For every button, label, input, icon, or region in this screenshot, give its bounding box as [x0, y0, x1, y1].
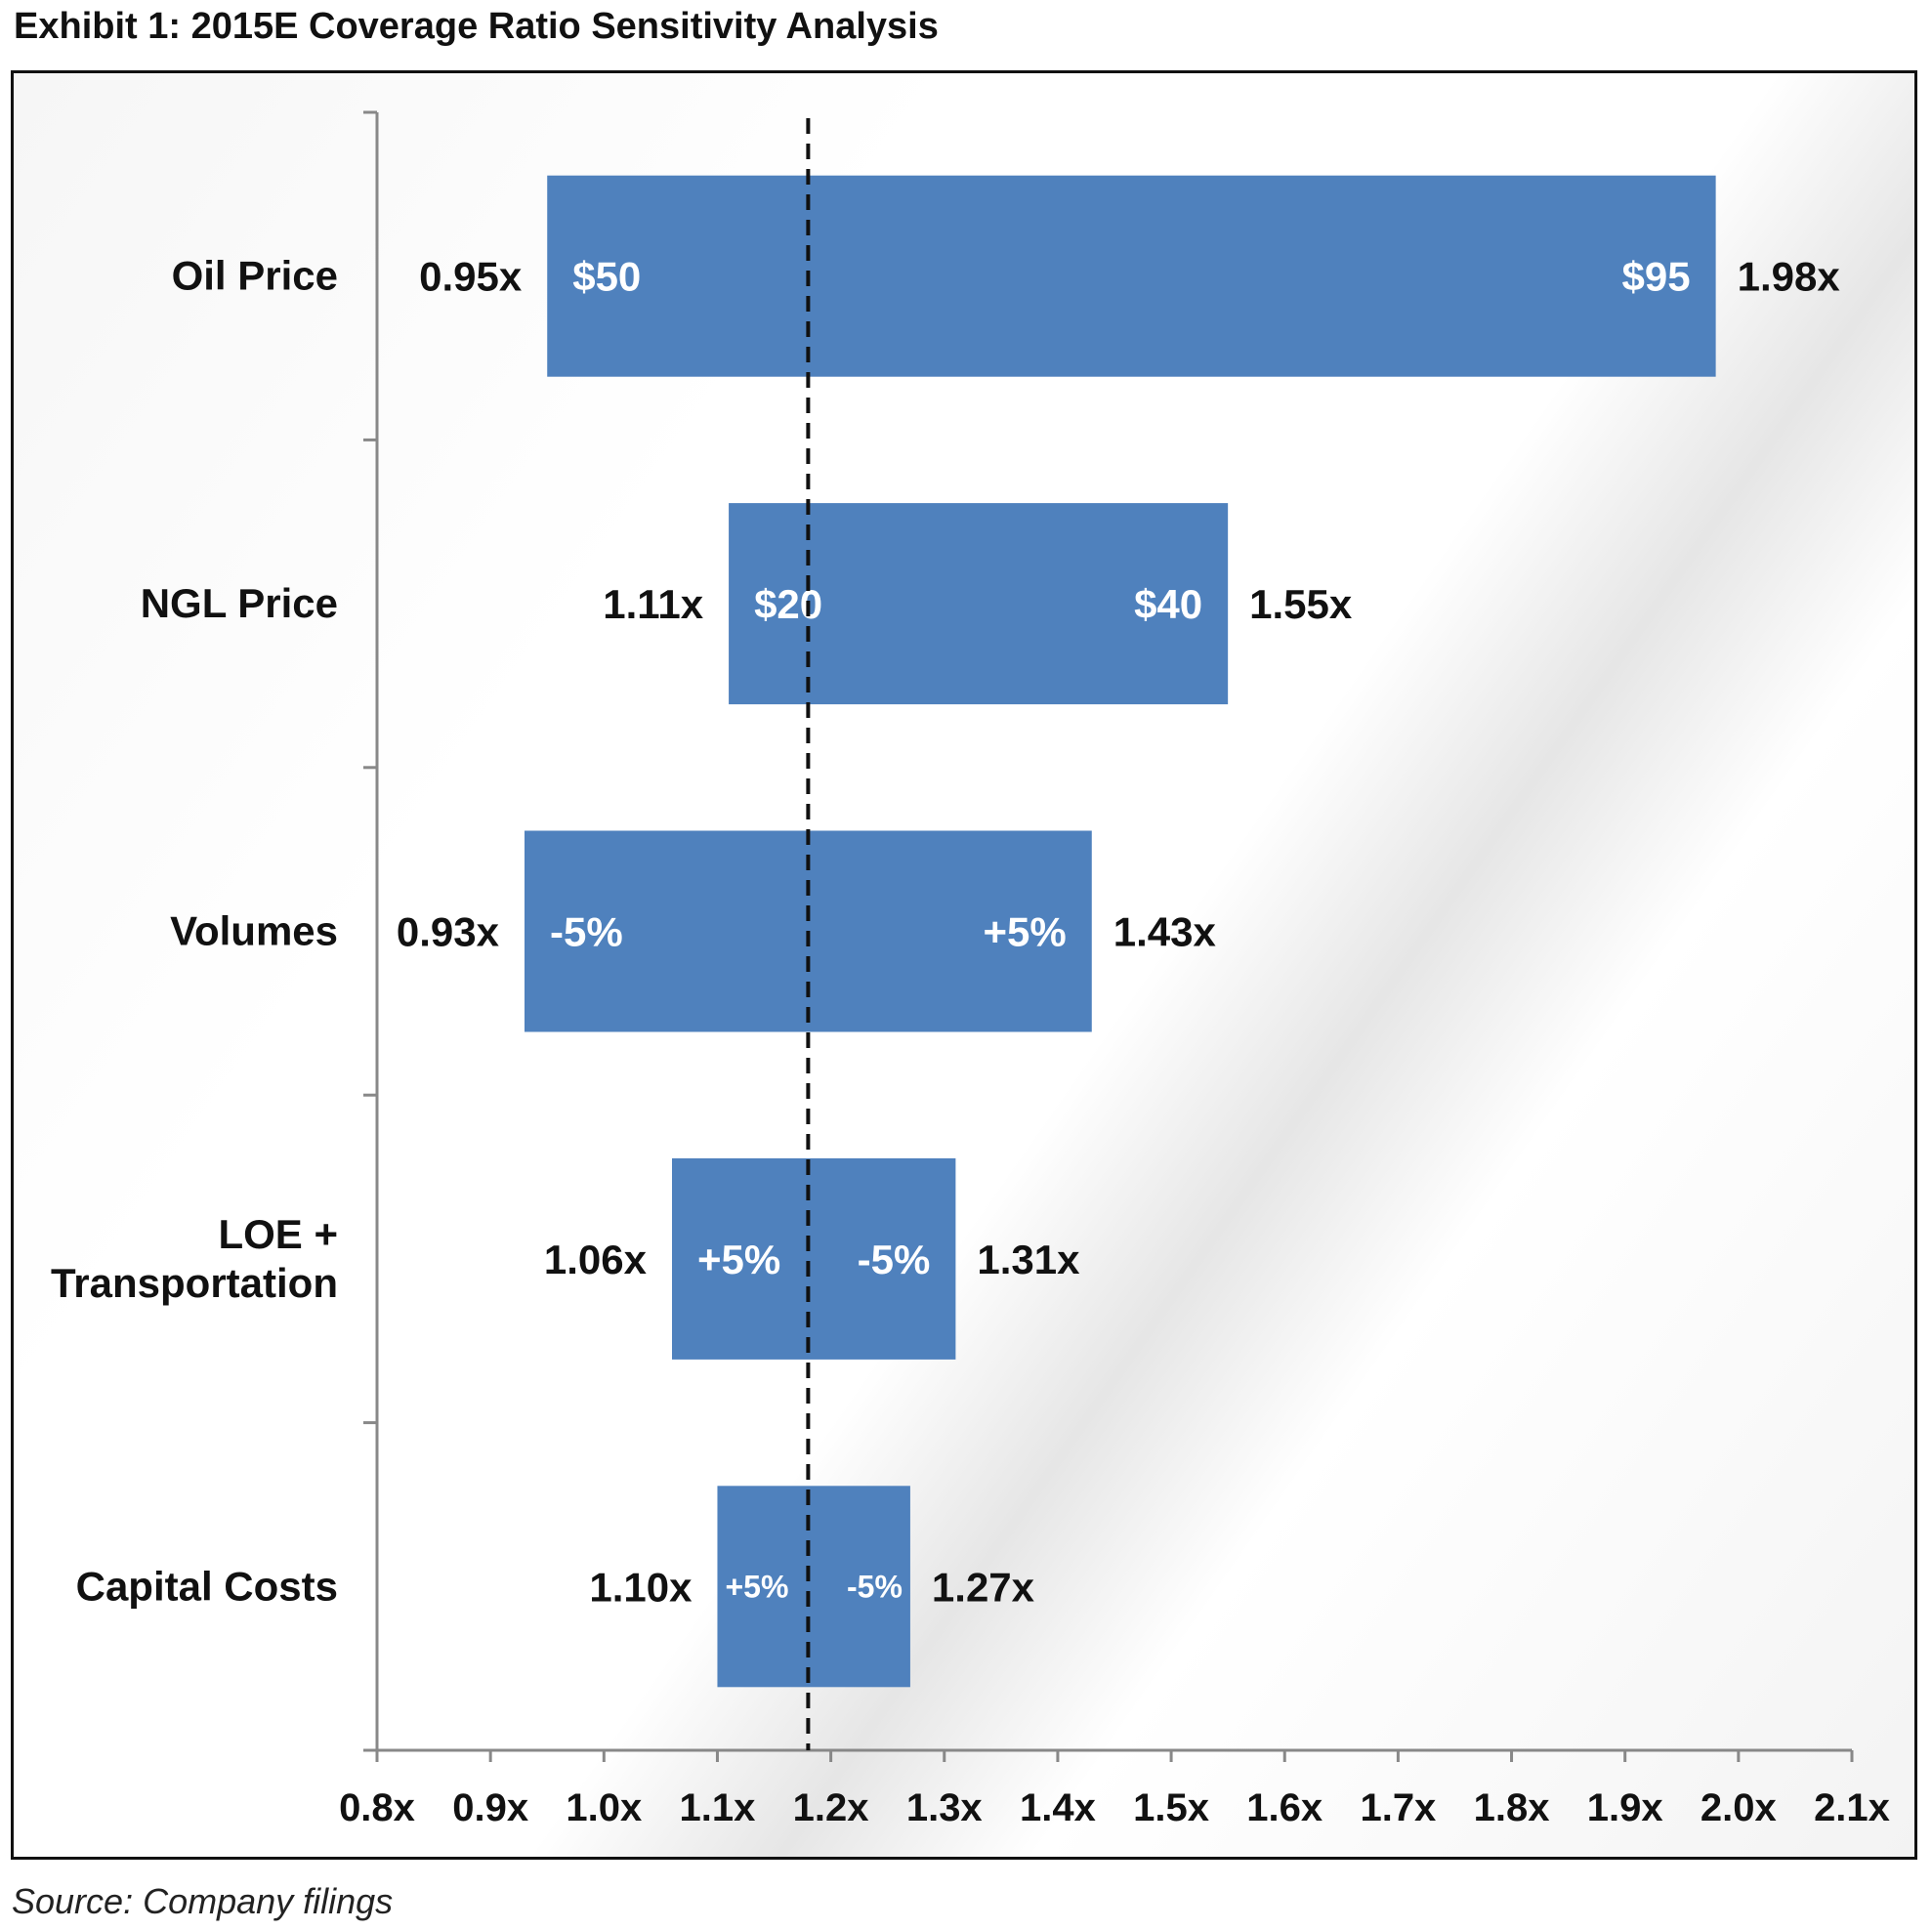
tornado-bar	[717, 1486, 910, 1688]
low-value-label: 1.11x	[603, 581, 703, 627]
high-case-label: $40	[1134, 581, 1202, 627]
category-label: Oil Price	[172, 253, 338, 299]
high-case-label: $95	[1622, 254, 1691, 300]
low-case-label: -5%	[550, 909, 623, 955]
x-tick-label: 1.9x	[1587, 1786, 1663, 1829]
category-label: Volumes	[170, 908, 338, 954]
x-tick-label: 1.6x	[1246, 1786, 1323, 1829]
category-label: LOE + Transportation	[51, 1211, 338, 1306]
high-value-label: 1.43x	[1113, 909, 1217, 955]
low-case-label: +5%	[697, 1237, 780, 1282]
low-value-label: 1.06x	[544, 1237, 648, 1282]
high-value-label: 1.31x	[977, 1237, 1080, 1282]
high-value-label: 1.98x	[1738, 254, 1841, 300]
x-tick-label: 0.8x	[339, 1786, 415, 1829]
high-value-label: 1.55x	[1249, 581, 1353, 627]
low-case-label: +5%	[725, 1569, 788, 1604]
x-tick-label: 2.0x	[1701, 1786, 1777, 1829]
low-case-label: $50	[572, 254, 641, 300]
high-case-label: -5%	[847, 1569, 903, 1604]
low-case-label: $20	[754, 581, 822, 627]
x-tick-label: 1.7x	[1360, 1786, 1436, 1829]
low-value-label: 0.95x	[419, 254, 523, 300]
x-tick-label: 1.2x	[793, 1786, 869, 1829]
tornado-bar	[729, 503, 1229, 705]
x-tick-label: 1.8x	[1474, 1786, 1550, 1829]
category-label: Capital Costs	[76, 1563, 338, 1609]
x-tick-label: 1.0x	[566, 1786, 642, 1829]
x-tick-label: 1.3x	[906, 1786, 983, 1829]
chart-frame: 0.8x 0.9x 1.0x 1.1x 1.2x 1.3x 1.4x 1.5x 1.6x 1.7x…	[11, 70, 1917, 1860]
tornado-bar	[672, 1157, 956, 1360]
category-label: NGL Price	[141, 580, 338, 626]
x-tick-label: 1.5x	[1133, 1786, 1209, 1829]
high-value-label: 1.27x	[932, 1564, 1035, 1610]
x-tick-label: 2.1x	[1814, 1786, 1890, 1829]
high-case-label: +5%	[984, 909, 1067, 955]
high-case-label: -5%	[858, 1237, 931, 1282]
x-tick-label: 1.4x	[1020, 1786, 1096, 1829]
exhibit-title: Exhibit 1: 2015E Coverage Ratio Sensitiv…	[14, 6, 939, 47]
low-value-label: 1.10x	[589, 1564, 693, 1610]
tornado-bar	[547, 175, 1716, 377]
tornado-chart: 0.8x 0.9x 1.0x 1.1x 1.2x 1.3x 1.4x 1.5x 1.6x 1.7x…	[51, 110, 1890, 1829]
x-tick-label: 0.9x	[452, 1786, 528, 1829]
low-value-label: 0.93x	[397, 909, 500, 955]
source-note: Source: Company filings	[12, 1881, 394, 1921]
x-tick-label: 1.1x	[680, 1786, 756, 1829]
